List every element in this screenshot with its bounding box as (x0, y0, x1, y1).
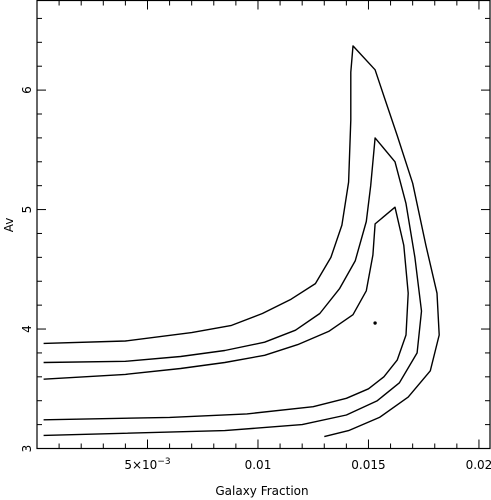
best-fit-point (373, 321, 377, 325)
contour-line-3 (43, 45, 440, 438)
x-tick-label: 0.015 (351, 458, 385, 472)
contour-line-2 (43, 137, 423, 437)
y-tick-label: 3 (20, 445, 34, 453)
x-tick-label: 0.02 (466, 458, 491, 472)
contour-layer (43, 45, 440, 438)
contour-line-1 (43, 206, 409, 421)
y-axis-label: Av (2, 218, 16, 233)
plot-frame (36, 0, 491, 450)
x-tick-label: 5×10−3 (124, 457, 170, 472)
y-tick-label: 6 (20, 86, 34, 94)
x-axis-label: Galaxy Fraction (215, 484, 308, 498)
label-layer: 5×10−3 0.01 0.015 0.02 3 4 5 6 (20, 86, 491, 472)
tick-layer (37, 0, 490, 449)
x-tick-label: 0.01 (245, 458, 272, 472)
y-tick-label: 4 (20, 325, 34, 333)
y-tick-label: 5 (20, 206, 34, 214)
